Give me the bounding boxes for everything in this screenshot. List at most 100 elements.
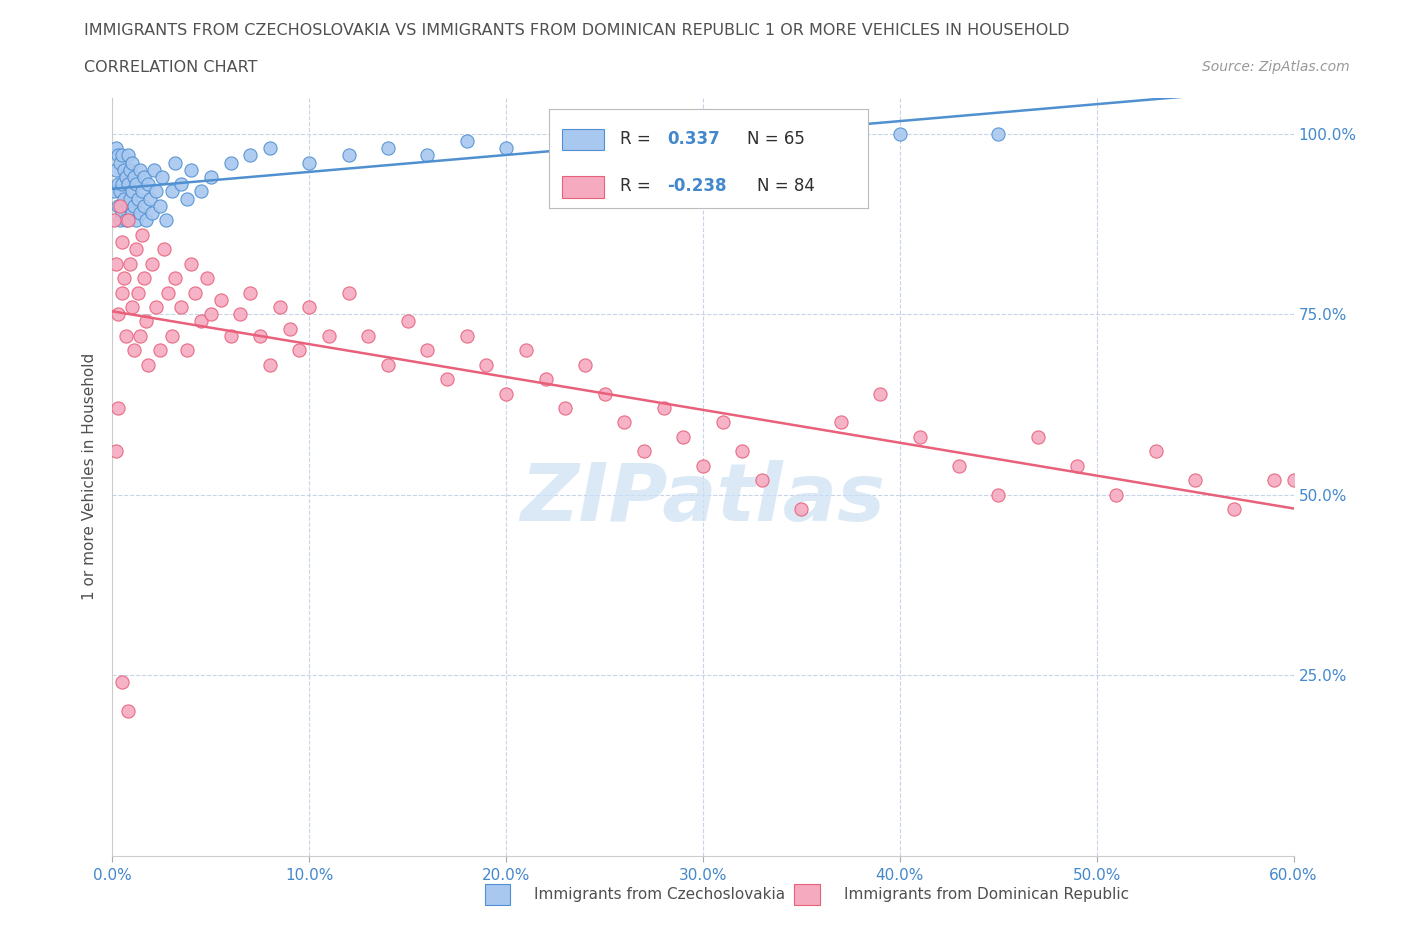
Point [515,343,537,358]
Point [396,314,419,329]
Point [908,430,931,445]
Point [145,184,167,199]
Point [135,314,157,329]
Point [176,192,198,206]
Point [165,155,187,170]
Point [830,415,852,430]
Text: Immigrants from Dominican Republic: Immigrants from Dominican Republic [844,887,1129,902]
Point [110,198,132,213]
Point [184,286,207,300]
Point [111,234,134,249]
Point [652,401,675,416]
Point [107,177,129,192]
Point [574,357,596,372]
Point [110,184,132,199]
Point [127,286,149,300]
Point [150,169,173,184]
Point [117,177,139,192]
Point [103,184,125,199]
Point [190,314,212,329]
Point [132,198,155,213]
Point [1263,472,1285,487]
Point [141,257,163,272]
Point [127,192,149,206]
Point [534,372,557,387]
Point [1026,430,1049,445]
Point [125,213,148,228]
Point [152,242,174,257]
Point [117,704,139,719]
Point [1066,458,1088,473]
Point [790,501,813,516]
Text: Source: ZipAtlas.com: Source: ZipAtlas.com [1202,60,1350,74]
Point [112,163,135,178]
Point [672,430,695,445]
Point [209,292,232,307]
Point [131,227,153,242]
Point [176,343,198,358]
Point [180,257,202,272]
Point [298,299,321,314]
Point [122,169,145,184]
Point [456,328,478,343]
Point [1223,501,1246,516]
Point [987,487,1010,502]
Point [170,299,193,314]
Point [160,328,183,343]
Point [115,213,138,228]
Point [121,184,143,199]
Point [160,184,183,199]
Point [131,184,153,199]
Point [121,299,143,314]
Point [889,126,911,141]
Point [318,328,340,343]
Point [259,357,281,372]
Point [170,177,193,192]
Text: CORRELATION CHART: CORRELATION CHART [84,60,257,75]
Point [149,198,172,213]
Point [142,163,165,178]
Y-axis label: 1 or more Vehicles in Household: 1 or more Vehicles in Household [82,353,97,600]
Point [117,213,139,228]
Point [711,415,734,430]
Point [105,140,128,155]
Point [456,134,478,149]
Text: Immigrants from Czechoslovakia: Immigrants from Czechoslovakia [534,887,786,902]
Point [1282,472,1305,487]
Point [125,242,148,257]
Point [613,134,636,149]
Point [377,140,399,155]
Point [111,675,134,690]
Point [110,155,132,170]
Point [337,148,360,163]
Point [377,357,399,372]
Point [122,343,145,358]
Text: ZIPatlas: ZIPatlas [520,460,886,538]
Point [107,401,129,416]
Point [120,192,142,206]
Point [249,328,271,343]
Point [298,155,321,170]
Point [107,307,129,322]
Point [200,307,222,322]
Point [436,372,458,387]
Point [149,343,172,358]
Point [229,307,252,322]
Point [120,257,142,272]
Point [200,169,222,184]
Point [117,198,139,213]
Point [278,321,301,336]
Point [110,213,132,228]
Point [132,271,155,286]
Point [190,184,212,199]
Point [239,286,262,300]
Point [987,126,1010,141]
Point [259,140,281,155]
Point [165,271,187,286]
Point [107,198,129,213]
Point [156,286,179,300]
Point [869,386,891,401]
Point [613,415,636,430]
Point [1105,487,1128,502]
Point [692,458,714,473]
